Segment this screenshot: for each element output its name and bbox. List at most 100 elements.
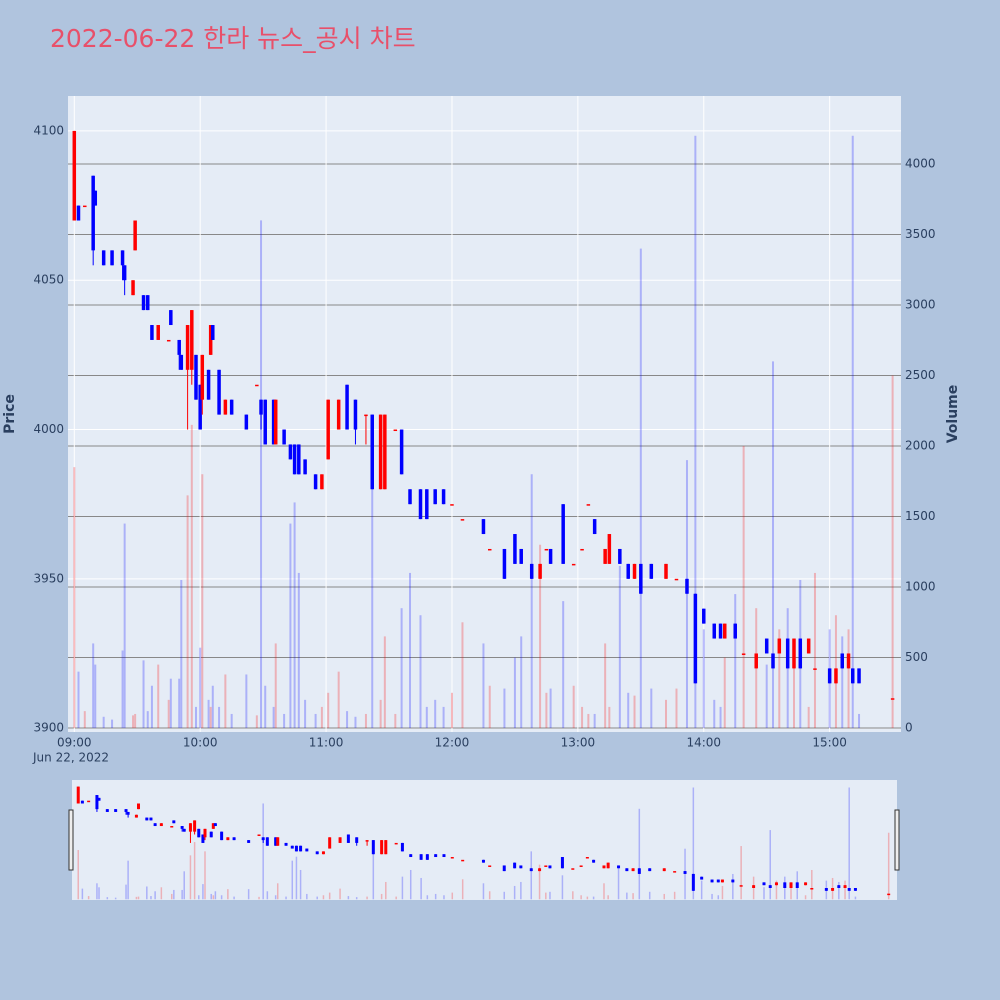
candle-body — [700, 876, 704, 880]
volume-bar — [146, 711, 149, 729]
volume-bar — [769, 830, 771, 900]
candle-body — [625, 868, 629, 872]
candle-body — [141, 295, 146, 311]
candle-body — [194, 354, 198, 400]
volume-bar — [354, 716, 357, 729]
candle-body — [561, 504, 565, 564]
volume-bar — [383, 636, 386, 729]
range-slider[interactable] — [72, 780, 897, 900]
volume-bar — [299, 869, 302, 900]
candle-body — [288, 444, 293, 460]
volume-bar — [194, 706, 197, 729]
candle-body — [209, 831, 213, 838]
volume-bar — [401, 876, 404, 900]
volume-bar — [274, 643, 277, 729]
candle-body — [303, 459, 307, 475]
candle-body — [133, 220, 137, 251]
candle-body — [419, 854, 423, 860]
volume-bar — [723, 657, 726, 729]
volume-bar — [844, 880, 846, 900]
volume-bar — [77, 671, 80, 729]
volume-bar — [488, 891, 491, 900]
volume-bar — [848, 787, 850, 900]
volume-bar — [245, 674, 248, 729]
volume-bar — [775, 880, 778, 900]
volume-bar — [274, 895, 277, 900]
candle-body — [91, 175, 95, 251]
volume-bar — [664, 699, 667, 729]
candle-body — [378, 414, 383, 490]
volume-bar — [700, 880, 703, 900]
candle-body — [255, 384, 259, 387]
slider-handle[interactable] — [68, 809, 74, 871]
volume-bar — [92, 643, 95, 729]
volume-bar — [125, 884, 127, 900]
candle-body — [461, 859, 465, 862]
y-axis-label: Price — [2, 394, 18, 434]
volume-bar — [209, 706, 212, 729]
volume-bar — [346, 711, 349, 729]
volume-bar — [778, 629, 781, 729]
volume-bar — [618, 565, 621, 729]
chart-title: 2022-06-22 한라 뉴스_공시 차트 — [50, 24, 416, 53]
candle-body — [326, 399, 330, 460]
candle-body — [752, 885, 756, 888]
candle-body — [529, 868, 533, 872]
volume-bar — [638, 808, 641, 900]
volume-bar — [488, 685, 491, 729]
volume-bar — [201, 474, 204, 729]
volume-bar — [891, 375, 894, 729]
volume-bar — [207, 699, 210, 729]
volume-bar — [233, 896, 235, 900]
volume-bar — [395, 896, 397, 900]
slider-handle[interactable] — [894, 809, 900, 871]
candle-body — [813, 668, 817, 670]
candle-body — [806, 638, 811, 654]
volume-bar — [586, 896, 589, 900]
candle-body — [97, 797, 101, 801]
candle-body — [792, 638, 796, 669]
candle-body — [336, 399, 341, 430]
volume-bar — [838, 881, 840, 900]
candle-body — [93, 190, 98, 206]
candle-body — [433, 489, 437, 505]
volume-bar — [734, 594, 737, 729]
candle-body — [731, 879, 735, 883]
x-tick-label: 11:00 — [309, 736, 344, 750]
candle-body — [519, 865, 523, 869]
volume-bar — [482, 643, 485, 729]
candle-body — [273, 399, 278, 445]
volume-bar — [627, 692, 630, 729]
candle-body — [548, 548, 553, 564]
candle-body — [683, 871, 687, 874]
candle-body — [257, 834, 261, 836]
candle-body — [201, 834, 205, 843]
volume-bar — [400, 608, 403, 729]
volume-bar — [150, 685, 153, 729]
volume-bar — [807, 706, 810, 729]
candle-body — [502, 865, 506, 872]
volume-bar — [204, 851, 206, 900]
candle-body — [425, 854, 429, 860]
candle-body — [789, 882, 793, 888]
volume-bar — [211, 685, 214, 729]
candle-body — [425, 489, 429, 520]
volume-bar — [545, 892, 547, 900]
y2-tick-label: 500 — [905, 650, 928, 664]
candle-body — [338, 837, 342, 843]
candle-body — [847, 888, 851, 891]
y2-tick-label: 3500 — [905, 227, 936, 241]
volume-bar — [513, 885, 516, 900]
volume-bar — [193, 842, 196, 900]
candle-body — [488, 865, 492, 867]
volume-bar — [190, 424, 193, 729]
candle-body — [733, 623, 737, 639]
volume-bar — [169, 678, 172, 729]
volume-bar — [218, 706, 221, 729]
volume-bar — [220, 895, 223, 900]
candle-body — [673, 871, 677, 873]
volume-bar — [792, 650, 795, 729]
volume-bar — [289, 523, 292, 729]
volume-bar — [160, 887, 163, 900]
volume-bar — [648, 891, 651, 900]
